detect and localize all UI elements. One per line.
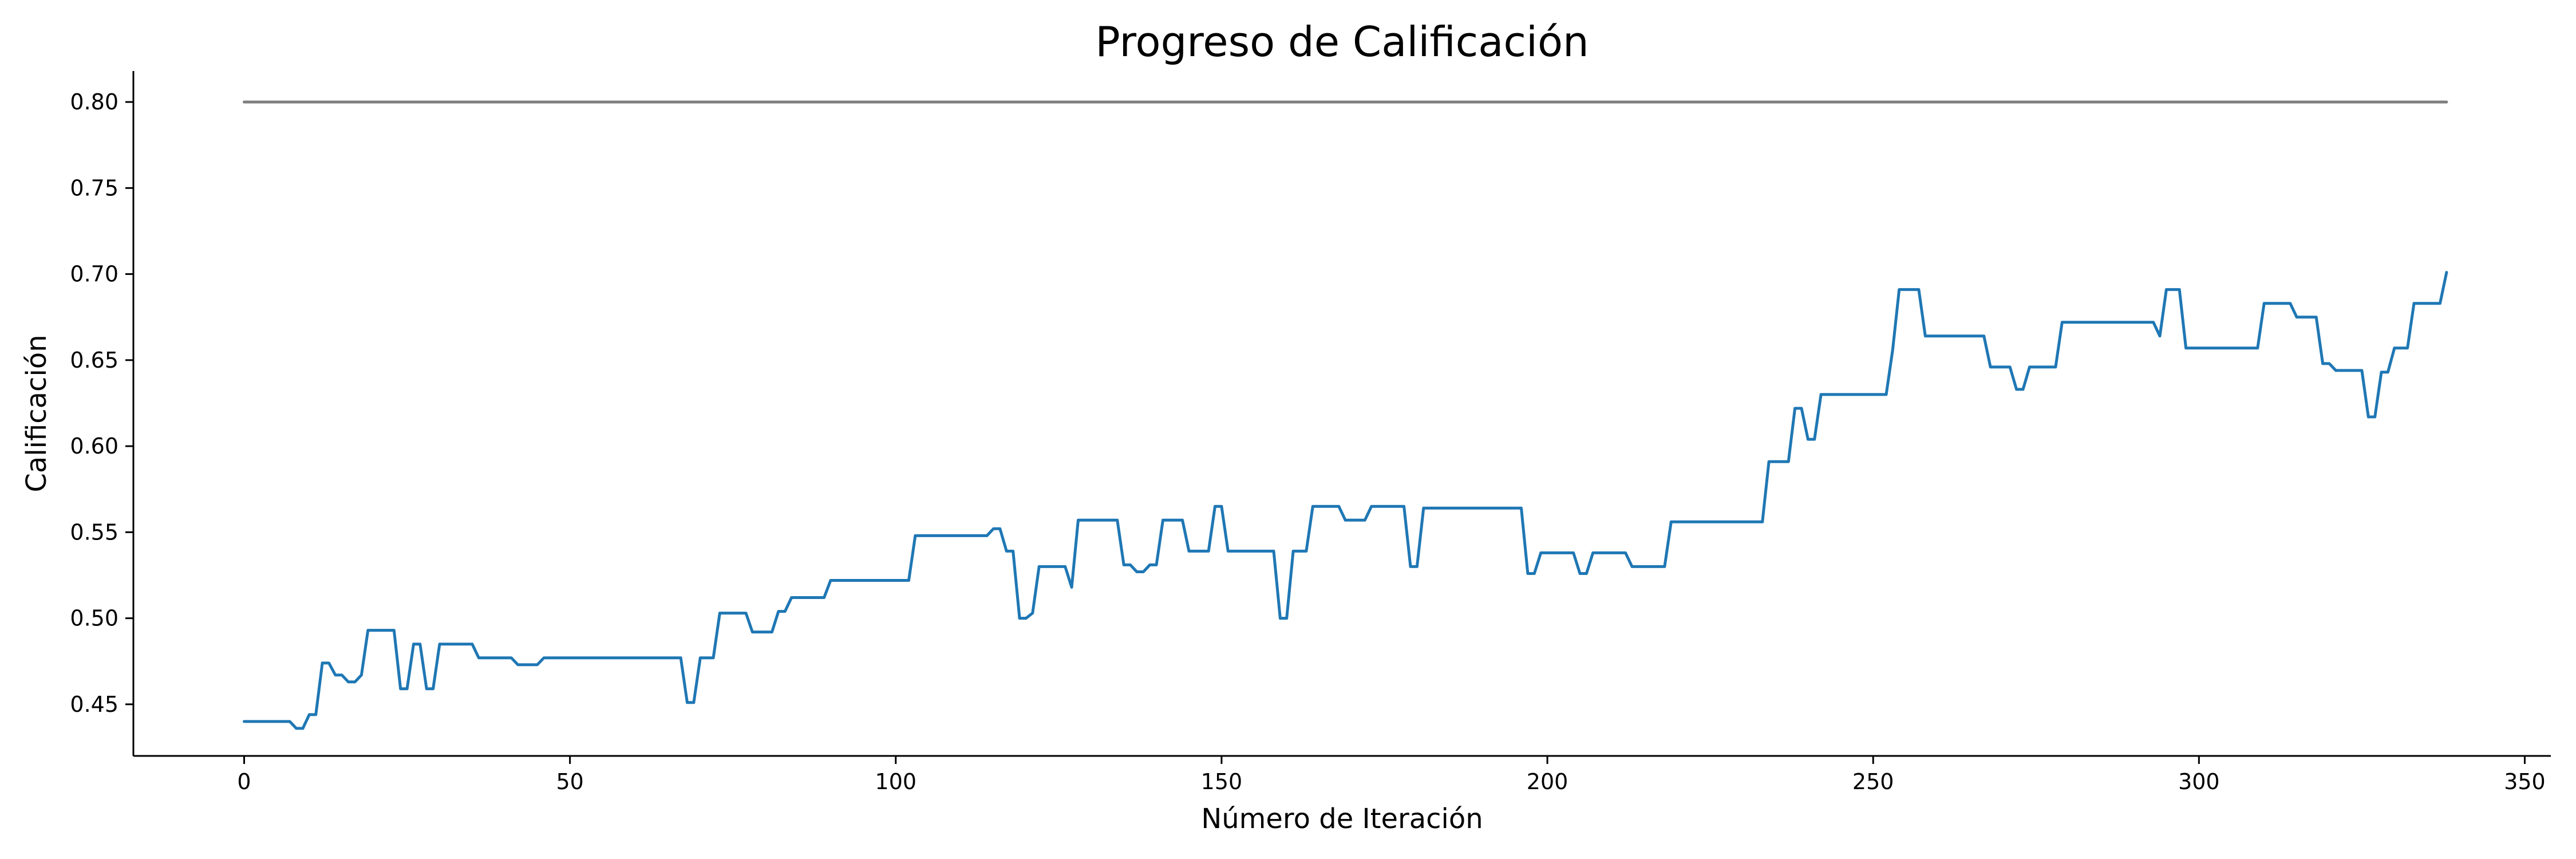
y-tick-label: 0.65 <box>70 348 118 373</box>
score-series-line <box>243 271 2448 730</box>
y-tick-label: 0.55 <box>70 519 118 545</box>
y-tick-label: 0.50 <box>70 606 118 631</box>
y-tick-label: 0.60 <box>70 434 118 459</box>
y-tick-label: 0.80 <box>70 89 118 115</box>
chart-title: Progreso de Calificación <box>1095 18 1589 66</box>
axes <box>132 71 2551 757</box>
x-tick-label: 0 <box>237 769 251 794</box>
x-tick-label: 250 <box>1852 769 1894 794</box>
x-tick-label: 200 <box>1527 769 1568 794</box>
x-tick-label: 300 <box>2178 769 2220 794</box>
series-group <box>243 100 2448 730</box>
x-axis-label: Número de Iteración <box>1201 803 1483 835</box>
y-tick-label: 0.70 <box>70 262 118 287</box>
y-axis-label: Calificación <box>21 334 53 492</box>
x-axis-ticks: 0 50 100 150 200 250 300 350 <box>237 756 2546 794</box>
x-tick-label: 350 <box>2504 769 2546 794</box>
x-tick-label: 50 <box>556 769 583 794</box>
x-tick-label: 100 <box>875 769 917 794</box>
y-axis-ticks: 0.45 0.50 0.55 0.60 0.65 0.70 0.75 0.80 <box>70 89 133 717</box>
x-tick-label: 150 <box>1201 769 1243 794</box>
y-tick-label: 0.75 <box>70 175 118 200</box>
y-tick-label: 0.45 <box>70 692 118 717</box>
